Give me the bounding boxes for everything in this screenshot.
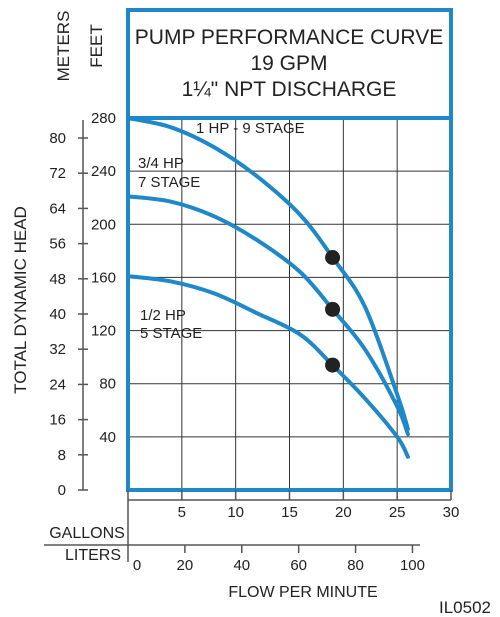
liters-tick-label: 80: [347, 557, 364, 574]
tick-labels: 0816243240485664728040801201602002402805…: [44, 110, 459, 574]
gallons-tick-label: 10: [227, 504, 244, 521]
meters-axis-label: METERS: [54, 11, 73, 82]
meters-tick-label: 72: [49, 165, 66, 182]
meters-tick-label: 64: [49, 200, 66, 217]
series-label-34hp-line1: 3/4 HP: [138, 155, 184, 172]
meters-tick-label: 32: [49, 341, 66, 358]
feet-tick-label: 240: [91, 163, 116, 180]
meters-tick-label: 56: [49, 236, 66, 253]
feet-tick-label: 120: [91, 323, 116, 340]
series-line-1: [126, 194, 410, 437]
gallons-tick-label: 5: [178, 504, 186, 521]
feet-tick-label: 280: [91, 110, 116, 127]
series-line-0: [126, 116, 410, 431]
meters-tick-label: 0: [58, 482, 66, 499]
liters-axis-label: LITERS: [65, 547, 121, 564]
liters-tick-label: 0: [133, 557, 141, 574]
series-label-12hp-line1: 1/2 HP: [140, 307, 186, 324]
meters-tick-label: 48: [49, 271, 66, 288]
series-line-2: [126, 274, 410, 459]
gallons-tick-label: 15: [281, 504, 298, 521]
figure-code: IL0502: [439, 598, 491, 617]
gallons-tick-label: 20: [335, 504, 352, 521]
operating-point-0: [325, 250, 341, 265]
series-label-34hp-line2: 7 STAGE: [138, 174, 200, 191]
liters-tick-label: 40: [233, 557, 250, 574]
operating-point-2: [325, 357, 341, 373]
meters-tick-label: 80: [49, 130, 66, 147]
series-label-1hp: 1 HP - 9 STAGE: [196, 120, 305, 137]
title-line-3: 1¼" NPT DISCHARGE: [182, 78, 397, 101]
gallons-tick-label: 30: [443, 504, 460, 521]
feet-tick-label: 160: [91, 269, 116, 286]
feet-tick-label: 80: [99, 376, 116, 393]
markers: [325, 250, 341, 373]
curves: [126, 116, 410, 459]
title-line-1: PUMP PERFORMANCE CURVE: [135, 26, 443, 49]
grid: [128, 118, 451, 490]
liters-tick-label: 60: [290, 557, 307, 574]
liters-tick-label: 100: [400, 557, 425, 574]
meters-tick-label: 40: [49, 306, 66, 323]
feet-tick-label: 40: [99, 429, 116, 446]
operating-point-1: [325, 301, 341, 317]
gallons-axis-label: GALLONS: [49, 525, 125, 542]
title-line-2: 19 GPM: [250, 52, 327, 75]
feet-axis-label: FEET: [87, 24, 106, 67]
meters-tick-label: 16: [49, 412, 66, 429]
liters-tick-label: 20: [177, 557, 194, 574]
meters-tick-label: 24: [49, 376, 66, 393]
meters-tick-label: 8: [58, 447, 66, 464]
x-axis-label: FLOW PER MINUTE: [228, 584, 377, 601]
gallons-tick-label: 25: [389, 504, 406, 521]
series-label-12hp-line2: 5 STAGE: [140, 325, 202, 342]
y-axis-label: TOTAL DYNAMIC HEAD: [11, 206, 30, 394]
feet-tick-label: 200: [91, 216, 116, 233]
